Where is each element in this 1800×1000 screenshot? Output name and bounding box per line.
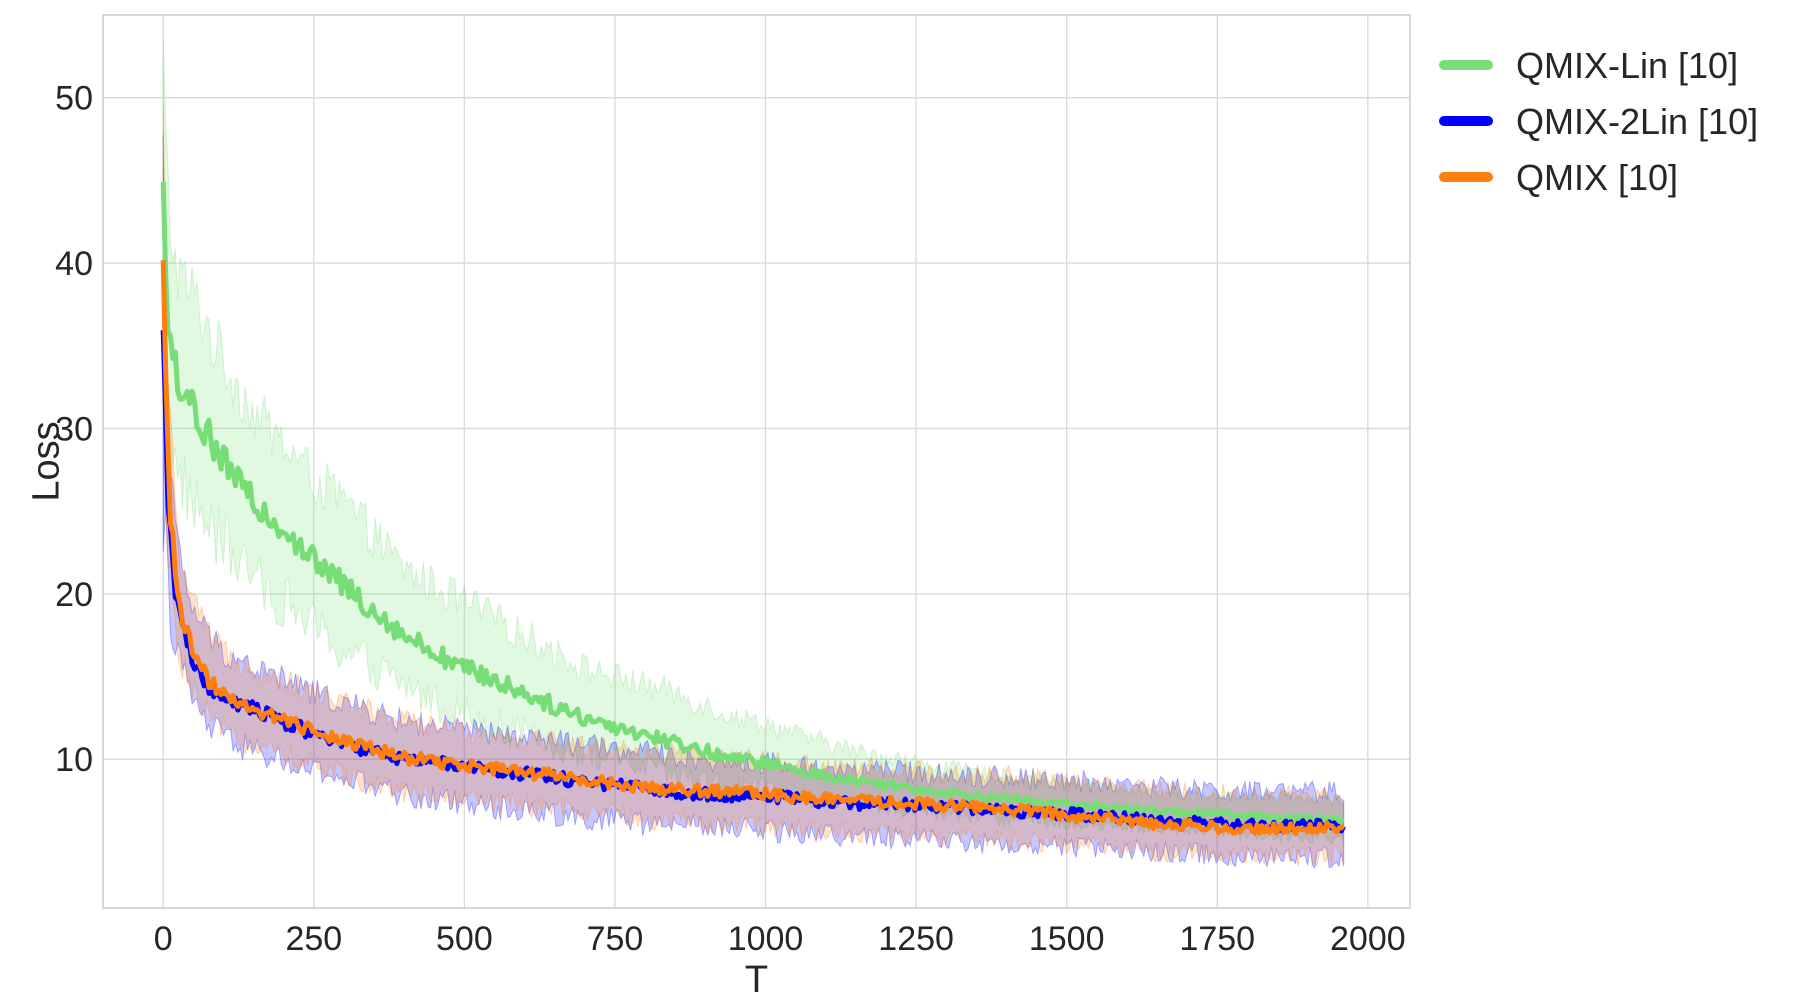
x-tick-label: 1000 [728, 920, 804, 958]
series-line [160, 260, 1346, 837]
legend: QMIX-Lin [10] QMIX-2Lin [10] QMIX [10] [1439, 45, 1758, 198]
grid [103, 15, 1410, 908]
y-tick-label: 20 [55, 576, 93, 614]
legend-label: QMIX-Lin [10] [1516, 45, 1738, 86]
series-lines [160, 181, 1346, 837]
x-tick-label: 1250 [878, 920, 954, 958]
y-tick-label: 40 [55, 245, 93, 283]
x-tick-labels: 0 250 500 750 1000 1250 1500 1750 2000 [154, 920, 1406, 958]
y-tick-labels: 10 20 30 40 50 [55, 80, 93, 779]
x-tick-label: 1500 [1029, 920, 1105, 958]
y-tick-label: 30 [55, 410, 93, 448]
confidence-bands [162, 39, 1345, 870]
plot-frame [102, 14, 1411, 909]
series-band [162, 39, 1345, 846]
legend-label: QMIX-2Lin [10] [1516, 101, 1758, 142]
y-tick-label: 50 [55, 80, 93, 118]
y-tick-label: 10 [55, 741, 93, 779]
x-tick-label: 1750 [1179, 920, 1255, 958]
series-band [162, 103, 1345, 867]
x-tick-label: 750 [587, 920, 644, 958]
series-band [162, 134, 1345, 870]
x-axis-title: T [745, 959, 768, 1000]
x-tick-label: 0 [154, 920, 173, 958]
x-tick-label: 500 [436, 920, 493, 958]
x-tick-label: 2000 [1330, 920, 1406, 958]
y-axis-title: Loss [25, 421, 67, 501]
x-tick-label: 250 [285, 920, 342, 958]
legend-label: QMIX [10] [1516, 157, 1678, 198]
series-line [160, 181, 1344, 826]
